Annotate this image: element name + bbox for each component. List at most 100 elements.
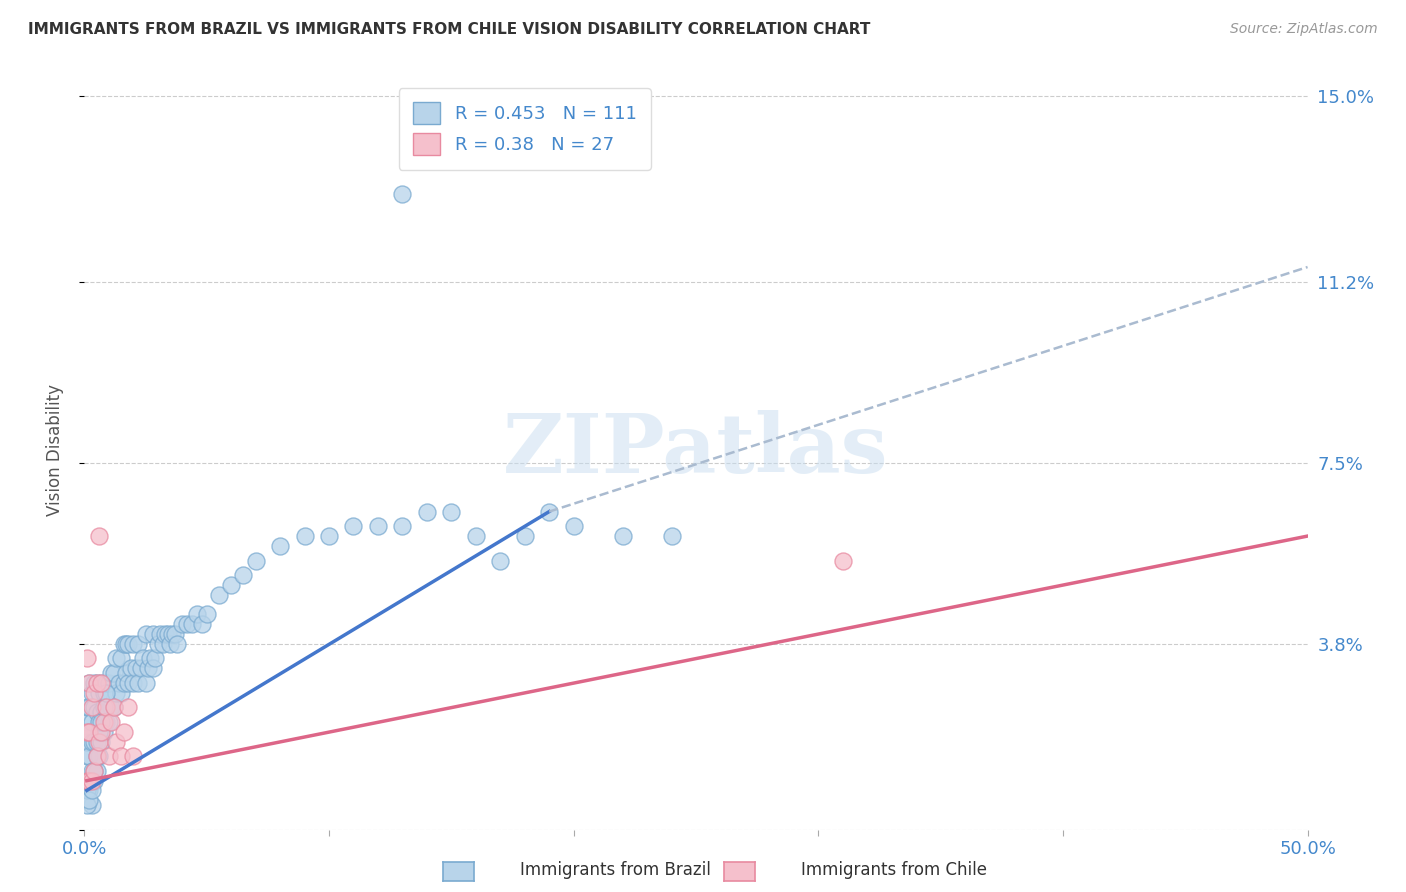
Point [172,617,194,632]
Point [76,773,98,788]
Point [440,505,463,519]
Point [489,553,512,567]
Point [83,685,105,699]
Point [97,749,120,764]
Point [77,724,100,739]
Point [76,773,98,788]
Point [76,798,98,813]
Point [117,675,139,690]
Point [80,700,103,714]
Point [77,724,100,739]
Y-axis label: Vision Disability: Vision Disability [45,384,63,516]
Point [107,675,129,690]
Point [86,675,108,690]
Point [76,734,98,748]
Point [80,685,103,699]
Point [90,724,112,739]
Point [110,749,132,764]
Point [83,764,105,778]
Point [135,675,157,690]
Point [538,505,561,519]
Point [391,186,413,201]
Point [87,529,110,543]
Point [117,637,139,651]
Point [77,749,100,764]
Point [77,675,100,690]
Point [342,519,364,533]
Point [86,675,108,690]
Point [93,685,115,699]
Point [76,783,98,797]
Point [661,529,683,543]
Point [100,714,122,729]
Point [105,685,128,699]
Point [159,637,181,651]
Point [83,675,105,690]
Point [80,798,103,813]
Point [80,734,103,748]
Point [90,675,112,690]
Point [129,661,152,675]
Text: Source: ZipAtlas.com: Source: ZipAtlas.com [1230,22,1378,37]
Point [232,568,254,582]
Point [153,627,176,641]
Text: Immigrants from Chile: Immigrants from Chile [801,861,987,879]
Point [139,651,162,665]
Point [416,505,439,519]
Point [76,651,98,665]
Point [142,627,165,641]
Point [181,617,204,632]
Point [135,627,157,641]
Point [80,764,103,778]
Legend: R = 0.453   N = 111, R = 0.38   N = 27: R = 0.453 N = 111, R = 0.38 N = 27 [398,88,651,170]
Point [195,607,218,622]
Point [86,734,108,748]
Point [100,700,122,714]
Point [87,724,110,739]
Point [208,588,231,602]
Point [83,773,105,788]
Point [96,714,118,729]
Point [464,529,486,543]
Point [122,675,145,690]
Point [90,734,112,748]
Point [77,773,100,788]
Point [163,627,186,641]
Point [294,529,316,543]
Point [97,675,120,690]
Point [122,637,145,651]
Point [93,714,115,729]
Point [269,539,291,553]
Text: IMMIGRANTS FROM BRAZIL VS IMMIGRANTS FROM CHILE VISION DISABILITY CORRELATION CH: IMMIGRANTS FROM BRAZIL VS IMMIGRANTS FRO… [28,22,870,37]
Point [76,724,98,739]
Point [100,666,122,681]
Point [103,700,125,714]
Point [96,685,118,699]
Point [166,637,188,651]
Point [120,661,142,675]
Point [93,700,115,714]
Point [115,666,138,681]
Point [122,749,145,764]
Point [110,685,132,699]
Point [80,714,103,729]
Point [87,749,110,764]
Point [146,637,169,651]
Point [86,749,108,764]
Point [76,714,98,729]
Point [562,519,585,533]
Point [90,675,112,690]
Point [97,714,120,729]
Point [186,607,208,622]
Point [87,714,110,729]
Point [105,651,128,665]
Point [90,705,112,719]
Point [77,773,100,788]
Point [76,749,98,764]
Point [219,578,242,592]
Point [127,675,149,690]
Point [156,627,179,641]
Point [77,783,100,797]
Point [86,764,108,778]
Point [191,617,214,632]
